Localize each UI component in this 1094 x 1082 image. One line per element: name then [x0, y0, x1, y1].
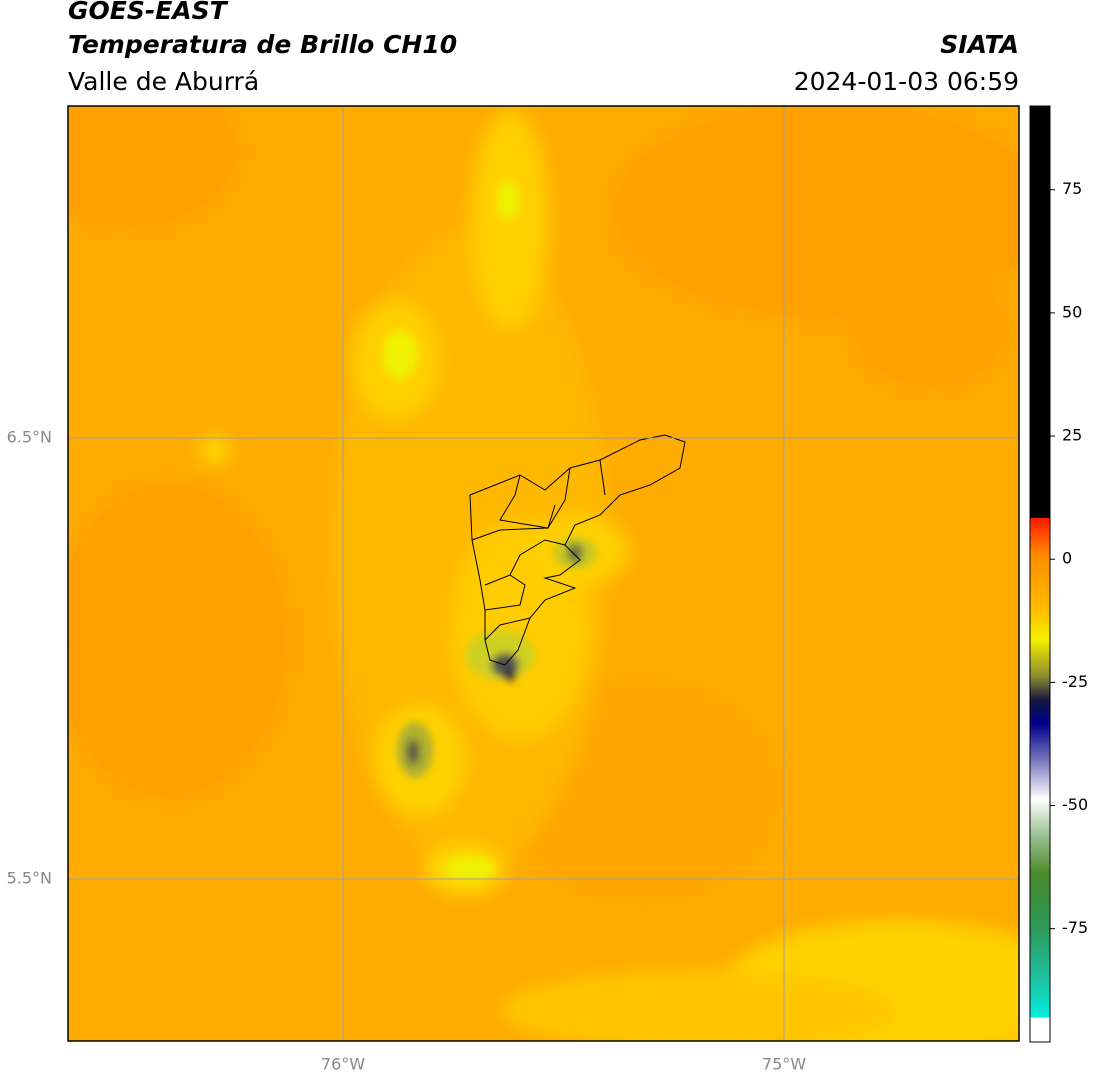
lon-label: 75°W — [762, 1055, 806, 1074]
map-frame — [67, 105, 1020, 1042]
colorbar-tick-label: -50 — [1062, 795, 1088, 814]
timestamp: 2024-01-03 06:59 — [794, 67, 1019, 96]
lon-label: 76°W — [321, 1055, 365, 1074]
source: SIATA — [940, 30, 1019, 59]
colorbar-tick-label: 50 — [1062, 302, 1082, 321]
colorbar-tick-label: 75 — [1062, 179, 1082, 198]
colorbar — [1029, 105, 1051, 1043]
subtitle: Temperatura de Brillo CH10 — [68, 30, 457, 59]
colorbar-tick-label: -25 — [1062, 672, 1088, 691]
title: GOES-EAST — [68, 0, 229, 25]
colorbar-tick-label: -75 — [1062, 918, 1088, 937]
lat-label: 5.5°N — [7, 869, 52, 888]
lat-label: 6.5°N — [7, 428, 52, 447]
colorbar-tick-label: 0 — [1062, 549, 1072, 568]
colorbar-tick-label: 25 — [1062, 426, 1082, 445]
satellite-image — [68, 106, 1019, 1041]
region: Valle de Aburrá — [68, 67, 259, 96]
